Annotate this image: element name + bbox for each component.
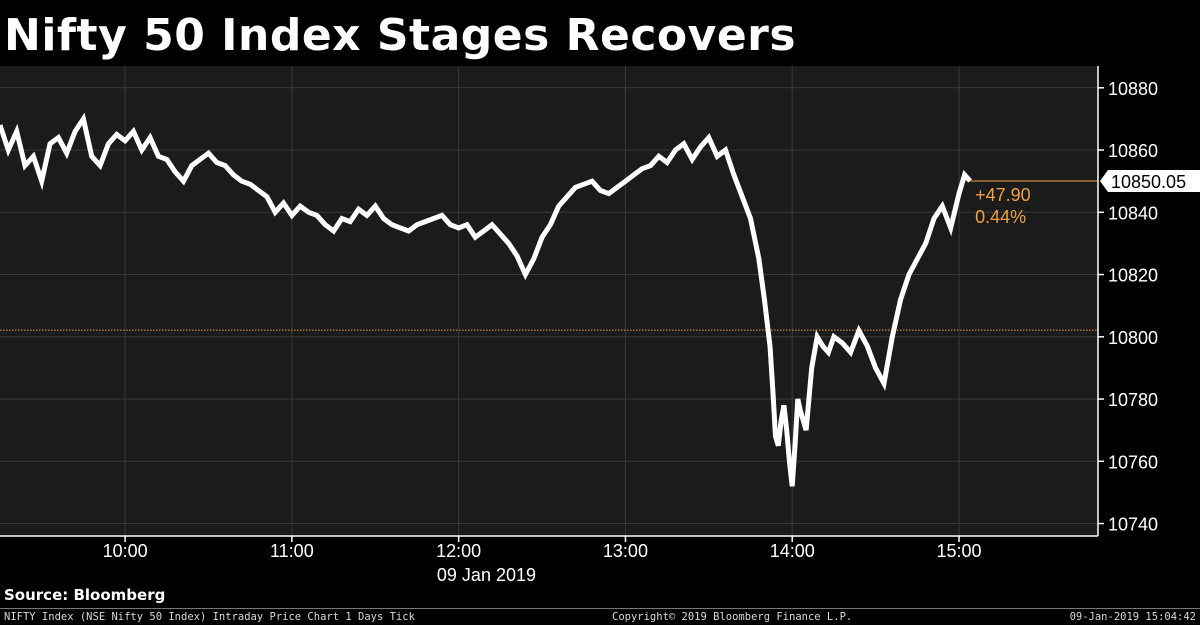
footer-copyright: Copyright© 2019 Bloomberg Finance L.P. [612, 611, 853, 623]
y-tick-label: 10800 [1108, 328, 1158, 348]
x-tick-label: 12:00 [436, 541, 481, 561]
y-tick-label: 10760 [1108, 452, 1158, 472]
y-axis: 10740 10760 10780 10800 10820 10840 10860 10880 [1097, 66, 1158, 536]
y-tick-label: 10860 [1108, 141, 1158, 161]
change-percent-label: 0.44% [975, 207, 1026, 227]
y-tick-label: 10820 [1108, 266, 1158, 286]
x-tick-label: 15:00 [936, 541, 981, 561]
x-axis: 10:00 11:00 12:00 13:00 14:00 15:00 [0, 535, 1098, 561]
chart-title: Nifty 50 Index Stages Recovers [4, 10, 797, 61]
last-value-badge-shape [1100, 170, 1200, 193]
x-tick-label: 14:00 [770, 541, 815, 561]
price-series-line [0, 112, 972, 487]
last-value-label: 10850.05 [1111, 172, 1186, 192]
footer-description: NIFTY Index (NSE Nifty 50 Index) Intrada… [4, 611, 415, 623]
y-tick-label: 10880 [1108, 79, 1158, 99]
source-label: Source: Bloomberg [4, 586, 166, 604]
y-tick-label: 10740 [1108, 515, 1158, 535]
date-label: 09 Jan 2019 [437, 565, 536, 585]
gridlines [0, 66, 1098, 536]
y-tick-label: 10780 [1108, 390, 1158, 410]
y-tick-label: 10840 [1108, 203, 1158, 223]
plot-area [0, 66, 1098, 536]
change-label: +47.90 [975, 185, 1031, 205]
x-tick-label: 13:00 [603, 541, 648, 561]
x-tick-label: 10:00 [103, 541, 148, 561]
last-value-badge: 10850.05 [1100, 170, 1200, 193]
footer-timestamp: 09-Jan-2019 15:04:42 [1069, 611, 1196, 623]
footer-divider [0, 608, 1200, 609]
x-tick-label: 11:00 [270, 541, 314, 561]
